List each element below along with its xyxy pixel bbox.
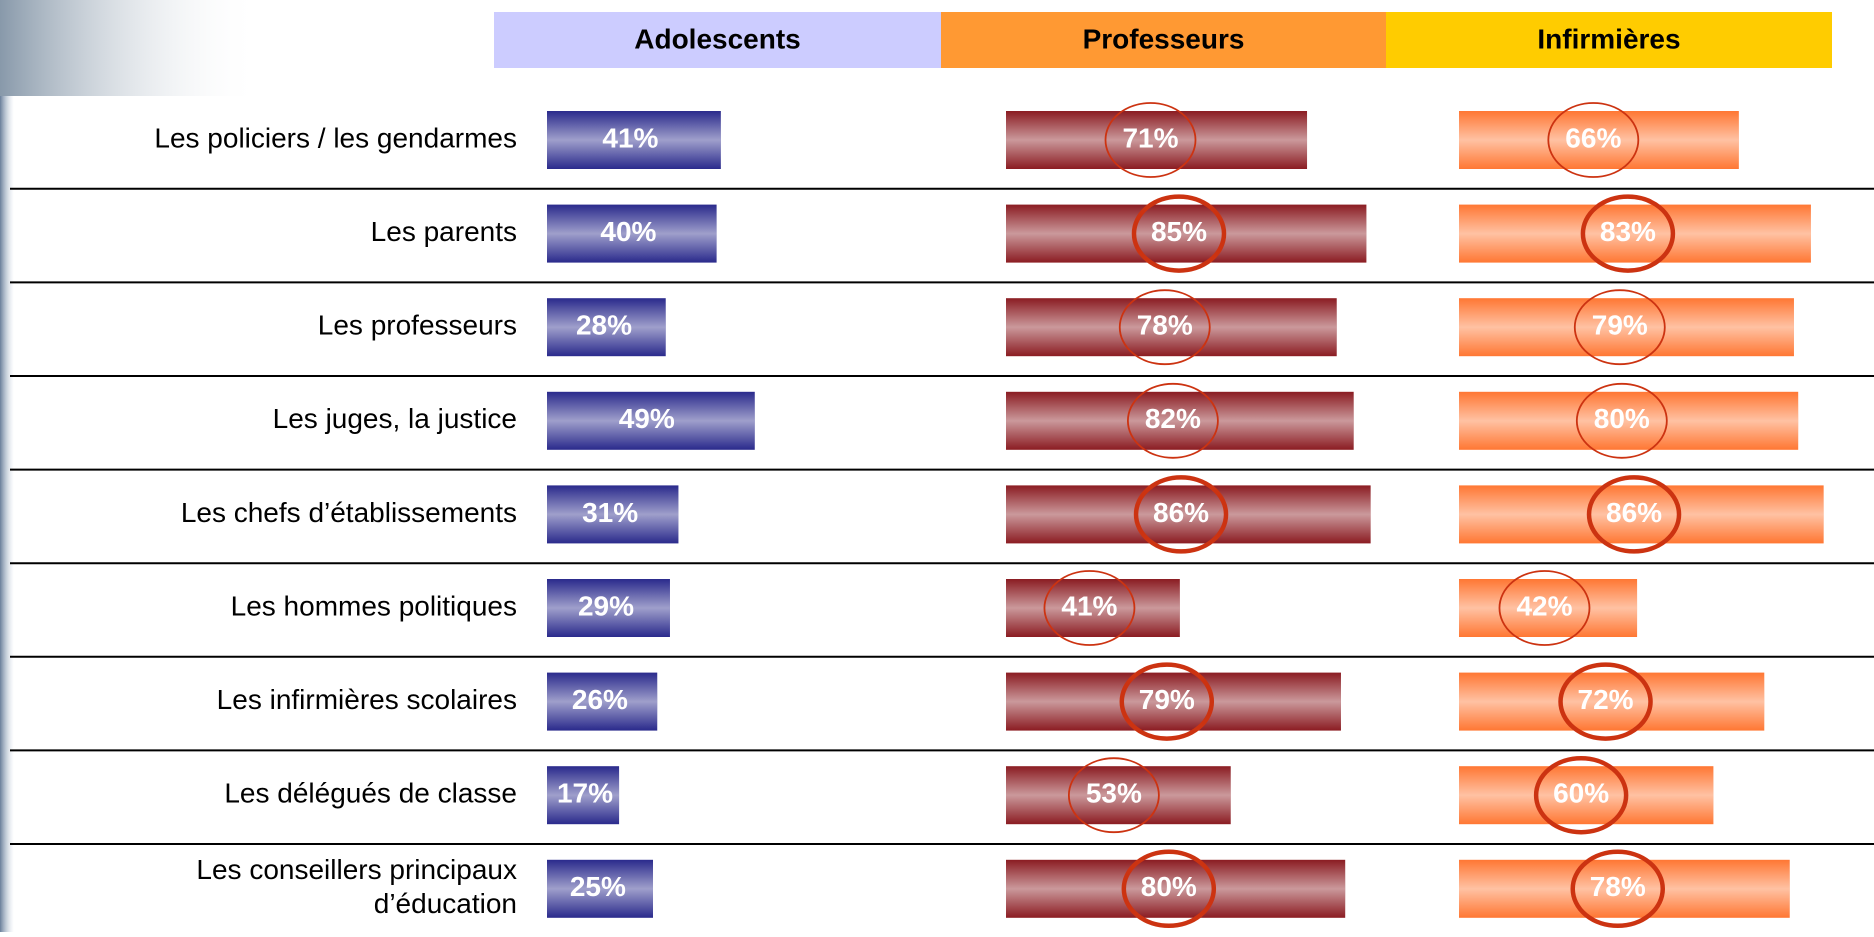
- bar-shine: [1459, 859, 1790, 918]
- category-label: Les policiers / les gendarmes: [154, 122, 517, 153]
- value-label: 85%: [1151, 216, 1207, 247]
- series-header: [941, 12, 1386, 68]
- highlight-circle: [1575, 382, 1668, 459]
- value-label: 66%: [1565, 122, 1621, 153]
- highlight-circle: [1104, 102, 1197, 178]
- category-label: Les parents: [371, 216, 517, 247]
- series-header-label: Adolescents: [634, 23, 801, 54]
- highlight-circle: [1570, 849, 1665, 929]
- value-label: 72%: [1578, 684, 1634, 715]
- value-label: 42%: [1516, 590, 1572, 621]
- category-label: Les hommes politiques: [231, 590, 517, 621]
- bar-shine: [1459, 579, 1638, 637]
- highlight-circle: [1043, 570, 1136, 646]
- series-header: [1386, 12, 1832, 68]
- decor: [0, 0, 260, 96]
- category-label: Les juges, la justice: [273, 403, 517, 434]
- highlight-circle: [1498, 570, 1591, 646]
- series-header: [494, 12, 941, 68]
- bar-shine: [1006, 298, 1337, 357]
- bar-shine: [547, 391, 755, 450]
- highlight-circle: [1580, 194, 1676, 273]
- highlight-circle: [1547, 102, 1640, 178]
- value-label: 86%: [1153, 497, 1209, 528]
- category-label: Les professeurs: [318, 310, 517, 341]
- category-label: Les conseillers principaux d’éducation: [196, 854, 517, 919]
- highlight-circle: [1121, 849, 1217, 929]
- bar-shine: [1006, 672, 1341, 731]
- highlight-circle: [1533, 755, 1629, 835]
- value-label: 79%: [1139, 684, 1195, 715]
- value-label: 80%: [1594, 403, 1650, 434]
- bar-shine: [1459, 672, 1765, 731]
- value-label: 26%: [572, 684, 628, 715]
- bar-shine: [547, 204, 717, 263]
- value-label: 25%: [570, 871, 626, 902]
- value-label: 31%: [582, 497, 638, 528]
- value-label: 80%: [1141, 871, 1197, 902]
- bar-shine: [1459, 111, 1739, 169]
- value-label: 78%: [1590, 871, 1646, 902]
- bar-shine: [1006, 766, 1231, 825]
- category-label: Les chefs d’établissements: [181, 497, 517, 528]
- bar-shine: [547, 859, 653, 918]
- value-label: 71%: [1122, 122, 1178, 153]
- value-label: 83%: [1600, 216, 1656, 247]
- value-label: 41%: [602, 122, 658, 153]
- bar-shine: [547, 111, 721, 169]
- value-label: 29%: [578, 590, 634, 621]
- value-label: 53%: [1086, 778, 1142, 809]
- value-label: 78%: [1137, 310, 1193, 341]
- bar-shine: [547, 672, 658, 731]
- highlight-circle: [1133, 475, 1229, 554]
- category-label: Les délégués de classe: [224, 778, 517, 809]
- highlight-circle: [1131, 194, 1227, 273]
- bar-shine: [1006, 111, 1308, 169]
- highlight-circle: [1586, 475, 1682, 554]
- highlight-circle: [1558, 662, 1653, 741]
- series-header-label: Professeurs: [1083, 23, 1245, 54]
- bar-shine: [1459, 204, 1811, 263]
- bar-shine: [1006, 485, 1371, 544]
- bar-shine: [1006, 204, 1367, 263]
- bar-shine: [1459, 391, 1799, 450]
- series-header-label: Infirmières: [1537, 23, 1680, 54]
- bar-shine: [1459, 485, 1824, 544]
- decor: [0, 96, 14, 932]
- bar-shine: [1459, 766, 1714, 825]
- value-label: 41%: [1061, 590, 1117, 621]
- value-label: 17%: [557, 778, 613, 809]
- bar-shine: [547, 485, 679, 544]
- highlight-circle: [1118, 289, 1211, 366]
- bar-shine: [547, 579, 670, 637]
- value-label: 82%: [1145, 403, 1201, 434]
- bar-shine: [1006, 579, 1180, 637]
- highlight-circle: [1573, 289, 1666, 366]
- bar-shine: [547, 766, 620, 825]
- value-label: 28%: [576, 310, 632, 341]
- bar-shine: [1006, 859, 1346, 918]
- value-label: 40%: [600, 216, 656, 247]
- highlight-circle: [1067, 757, 1160, 834]
- bar-shine: [1459, 298, 1794, 357]
- value-label: 60%: [1553, 778, 1609, 809]
- highlight-circle: [1119, 662, 1215, 741]
- bar-shine: [1006, 391, 1354, 450]
- value-label: 49%: [619, 403, 675, 434]
- value-label: 86%: [1606, 497, 1662, 528]
- highlight-circle: [1126, 382, 1219, 459]
- category-label: Les infirmières scolaires: [217, 684, 517, 715]
- bar-shine: [547, 298, 666, 357]
- value-label: 79%: [1592, 310, 1648, 341]
